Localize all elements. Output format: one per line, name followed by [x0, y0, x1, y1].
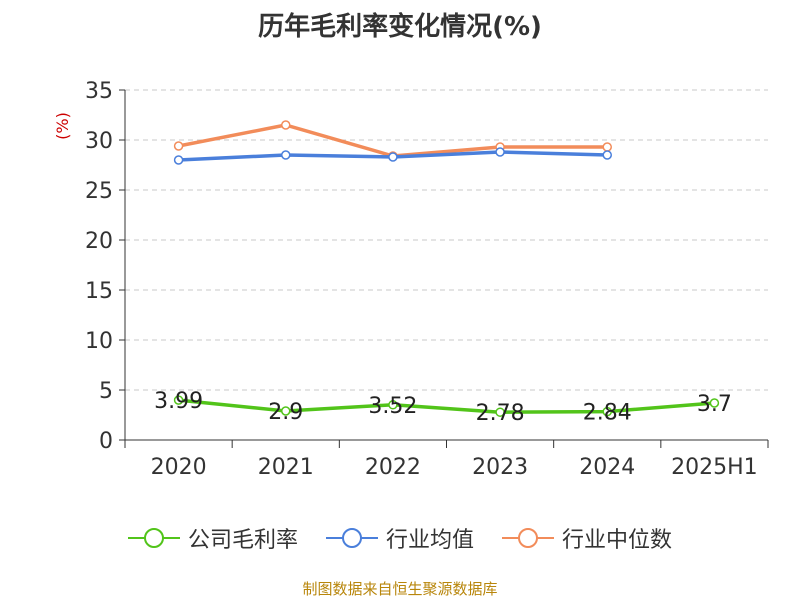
x-tick-label: 2022: [365, 455, 421, 480]
data-label: 3.7: [697, 392, 732, 417]
legend-symbol: [325, 528, 378, 548]
legend-label: 行业均值: [385, 528, 474, 553]
data-point: [388, 400, 398, 410]
data-label: 2.9: [268, 400, 303, 425]
x-tick-label: 2021: [258, 455, 314, 480]
y-tick-label: 0: [99, 429, 113, 454]
source-footer: 制图数据来自恒生聚源数据库: [302, 580, 498, 598]
chart-title: 历年毛利率变化情况(%): [258, 12, 542, 42]
legend-symbol: [502, 528, 554, 548]
y-tick-label: 30: [85, 129, 113, 154]
y-tick-label: 10: [85, 329, 113, 354]
legend: 公司毛利率 行业均值 行业中位数: [0, 522, 800, 554]
legend-item[interactable]: 行业均值: [325, 522, 474, 554]
x-tick-label: 2024: [579, 455, 635, 480]
legend-label: 公司毛利率: [187, 528, 298, 553]
data-labels: 3.99 2.9 3.52 2.78 2.84 3.7: [154, 389, 732, 426]
y-axis-label: (%): [53, 112, 72, 140]
data-point: [602, 150, 612, 160]
data-label: 3.99: [154, 389, 203, 414]
data-label: 3.52: [368, 394, 417, 419]
data-point: [602, 142, 612, 152]
data-point: [173, 141, 184, 151]
series-line-0: [178, 398, 715, 414]
data-point: [388, 152, 398, 162]
data-point: [281, 406, 291, 416]
data-point: [709, 398, 720, 408]
y-tick-label: 15: [85, 279, 113, 304]
y-tick-label: 35: [85, 79, 113, 104]
legend-label: 行业中位数: [562, 528, 673, 553]
data-point: [495, 407, 505, 417]
data-point: [281, 120, 291, 130]
series-lines: [173, 120, 720, 417]
data-point: [602, 406, 612, 417]
grid-lines: [125, 89, 768, 391]
data-point: [281, 150, 291, 160]
x-tick-label: 2020: [151, 455, 207, 480]
axes: 0 5 10 15 20 25 30 35 (%) 2020 2021 2022 2023 2024 202…: [53, 79, 769, 480]
data-point: [173, 155, 184, 165]
y-tick-label: 25: [85, 179, 113, 204]
y-tick-label: 5: [99, 379, 113, 404]
legend-item[interactable]: 行业中位数: [502, 522, 672, 554]
data-point: [495, 147, 505, 157]
x-tick-label: 2025H1: [671, 455, 758, 480]
data-label: 2.84: [583, 401, 632, 426]
y-tick-label: 20: [85, 229, 113, 254]
x-tick-label: 2023: [472, 455, 528, 480]
legend-item[interactable]: 公司毛利率: [127, 522, 298, 554]
data-label: 2.78: [476, 401, 525, 426]
data-point: [173, 395, 184, 405]
legend-symbol: [127, 528, 180, 548]
